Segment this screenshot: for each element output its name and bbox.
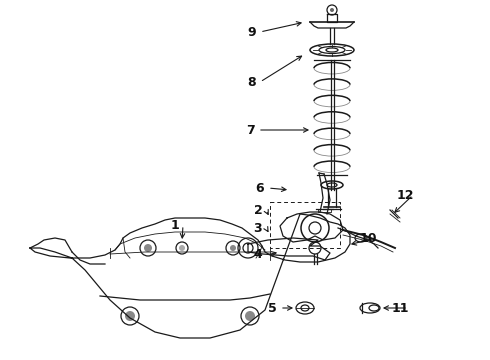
Text: 5: 5	[268, 302, 276, 315]
Text: 1: 1	[171, 219, 179, 231]
Circle shape	[125, 311, 135, 321]
Text: 9: 9	[247, 26, 256, 39]
Text: 12: 12	[396, 189, 414, 202]
Text: 10: 10	[359, 231, 377, 244]
Text: 4: 4	[254, 248, 262, 261]
Text: 11: 11	[391, 302, 409, 315]
Text: 8: 8	[247, 76, 256, 89]
Circle shape	[330, 8, 334, 12]
Circle shape	[179, 245, 185, 251]
Text: 3: 3	[254, 221, 262, 234]
Circle shape	[230, 245, 236, 251]
Circle shape	[144, 244, 152, 252]
Text: 7: 7	[245, 123, 254, 136]
Circle shape	[245, 311, 255, 321]
Text: 2: 2	[254, 203, 262, 216]
Text: 6: 6	[256, 181, 264, 194]
